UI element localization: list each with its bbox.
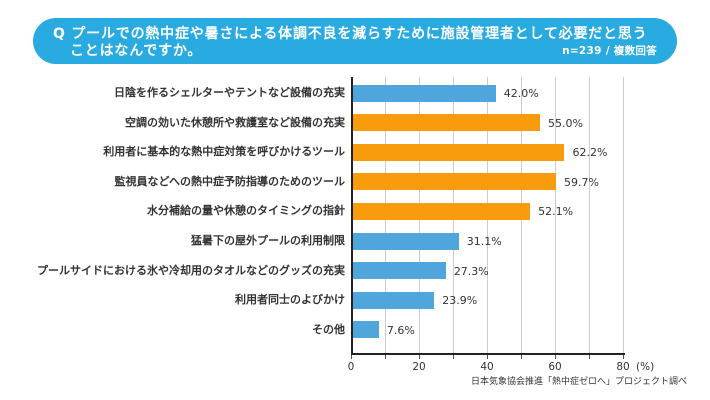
bar-value-label: 23.9% <box>442 294 478 308</box>
bar-category-label: 空調の効いた休憩所や救護室など設備の充実 <box>125 115 345 129</box>
x-axis-tick-label: 20 <box>412 361 426 373</box>
bar <box>353 202 531 220</box>
bar <box>353 291 435 309</box>
bar-category-label: 監視員などへの熱中症予防指導のためのツール <box>114 174 345 188</box>
bar-category-label: 日陰を作るシェルターやテントなど設備の充実 <box>114 86 345 99</box>
bar-category-label: 水分補給の量や休憩のタイミングの指針 <box>147 204 345 218</box>
bar <box>353 262 446 280</box>
x-axis-tick-label: 40 <box>480 361 494 373</box>
bar <box>353 173 556 191</box>
bar-category-label: 利用者同士のよびかけ <box>235 293 345 307</box>
question-box: Q プールでの熱中症や暑さによる体調不良を減らすために施設管理者として必要だと思… <box>33 18 677 64</box>
bar-category-label: その他 <box>312 322 345 336</box>
x-axis-tick <box>351 355 352 359</box>
source-credit: 日本気象協会推進「熱中症ゼロへ」プロジェクト調べ <box>470 377 687 387</box>
x-axis-tick <box>487 355 488 359</box>
bar-value-label: 7.6% <box>386 323 415 337</box>
bar-value-label: 55.0% <box>548 116 583 130</box>
gridline <box>555 77 556 353</box>
bar-category-label: プールサイドにおける氷や冷却用のタオルなどのグッズの充実 <box>37 263 345 277</box>
bar <box>353 143 565 161</box>
bar-category-label: 猛暑下の屋外プールの利用制限 <box>191 234 345 247</box>
x-axis-line <box>351 353 625 355</box>
bar-value-label: 27.3% <box>453 264 489 278</box>
sample-size-note: n=239 / 複数回答 <box>562 45 657 57</box>
x-axis-tick <box>623 355 624 359</box>
bar <box>353 114 540 132</box>
x-axis-tick-label: 60 <box>548 361 562 373</box>
x-axis-tick <box>589 355 590 359</box>
gridline <box>589 77 590 353</box>
bar-category-label: 利用者に基本的な熱中症対策を呼びかけるツール <box>103 145 345 159</box>
bar <box>353 321 379 339</box>
x-axis-tick <box>419 355 420 359</box>
question-line1: Q プールでの熱中症や暑さによる体調不良を減らすために施設管理者として必要だと思… <box>53 26 648 42</box>
x-axis-unit-label: (%) <box>636 361 655 373</box>
x-axis-tick-label: 80 <box>616 361 630 373</box>
x-axis-tick <box>385 355 386 359</box>
x-axis-tick <box>555 355 556 359</box>
bar-value-label: 52.1% <box>538 205 574 219</box>
gridline <box>623 77 624 353</box>
x-axis-tick <box>521 355 522 359</box>
x-axis-tick-label: 0 <box>347 361 355 373</box>
y-axis-line <box>351 77 353 353</box>
x-axis-tick <box>453 355 454 359</box>
bar <box>353 232 459 250</box>
bar-value-label: 59.7% <box>563 175 599 189</box>
bar-value-label: 31.1% <box>466 235 502 248</box>
bar <box>353 84 496 102</box>
bar-value-label: 42.0% <box>503 87 539 100</box>
bar-value-label: 62.2% <box>572 146 608 160</box>
question-line2: ことはなんですか。 <box>70 43 203 59</box>
